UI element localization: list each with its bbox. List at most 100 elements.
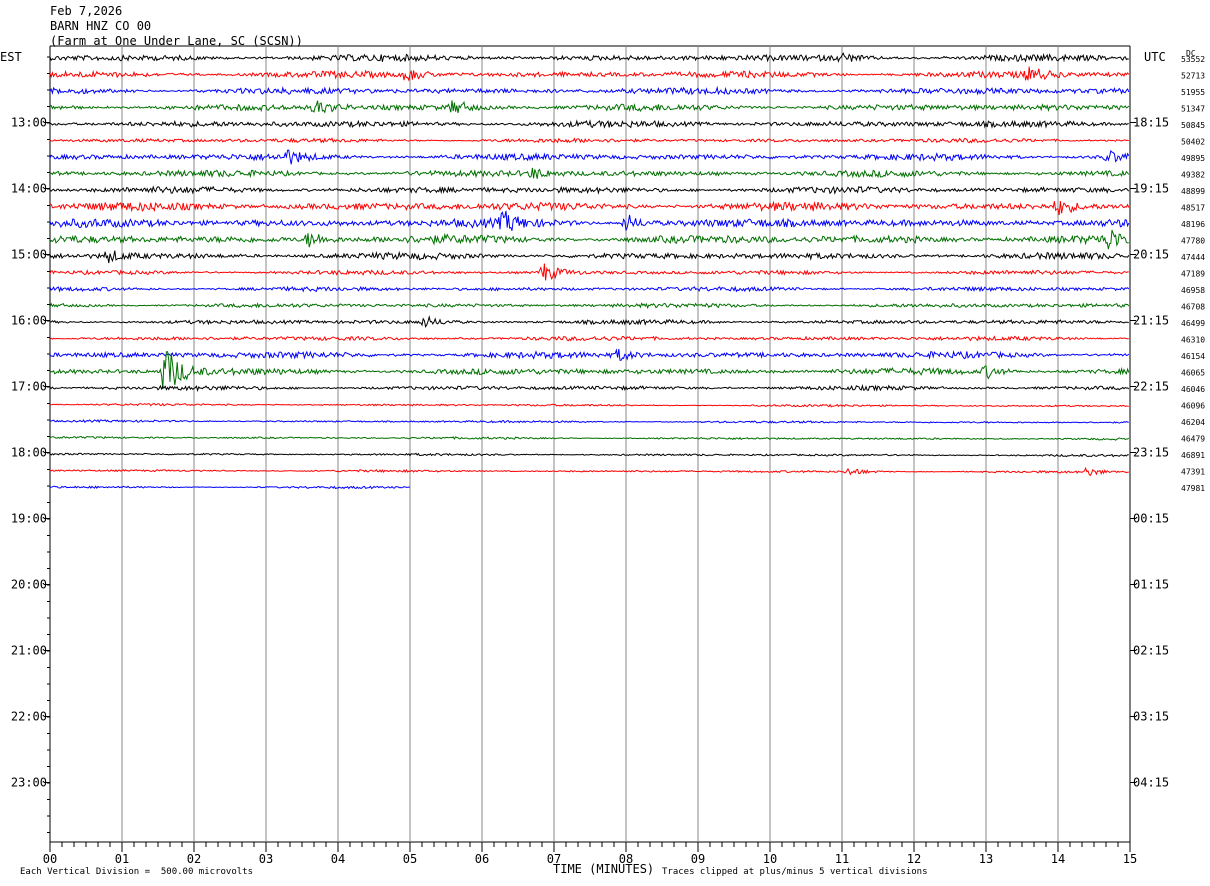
utc-hour-label: 23:15 — [1133, 446, 1169, 460]
utc-hour-label: 03:15 — [1133, 710, 1169, 724]
seismic-trace — [49, 402, 1129, 408]
seismic-trace — [49, 263, 1129, 281]
dc-value-label: 48196 — [1181, 220, 1205, 229]
dc-value-label: 46310 — [1181, 336, 1205, 345]
est-hour-label: 23:00 — [11, 776, 47, 790]
x-tick-label: 06 — [475, 852, 489, 866]
est-hour-label: 21:00 — [11, 644, 47, 658]
x-tick-label: 11 — [835, 852, 849, 866]
chart-title-date: Feb 7,2026 — [50, 4, 123, 18]
x-tick-label: 05 — [403, 852, 417, 866]
x-tick-label: 01 — [115, 852, 129, 866]
x-tick-label: 08 — [619, 852, 633, 866]
est-hour-label: 17:00 — [11, 380, 47, 394]
seismic-trace — [49, 119, 1129, 129]
seismic-trace — [49, 52, 1129, 63]
dc-value-label: 47444 — [1181, 253, 1205, 262]
dc-value-label: 46479 — [1181, 435, 1205, 444]
x-tick-label: 07 — [547, 852, 561, 866]
x-tick-label: 04 — [331, 852, 345, 866]
chart-title-station: BARN HNZ CO 00 — [50, 19, 152, 33]
dc-value-label: 46065 — [1181, 369, 1205, 378]
dc-value-label: 46958 — [1181, 286, 1205, 295]
seismic-trace — [49, 419, 1129, 424]
seismic-trace — [49, 485, 411, 490]
est-hour-label: 14:00 — [11, 182, 47, 196]
seismic-trace — [49, 348, 1130, 361]
dc-value-label: 50402 — [1181, 138, 1205, 147]
utc-hour-label: 02:15 — [1133, 644, 1169, 658]
seismic-trace — [49, 85, 1130, 96]
utc-hour-label: 22:15 — [1133, 380, 1169, 394]
utc-hour-label: 00:15 — [1133, 512, 1169, 526]
x-tick-label: 03 — [259, 852, 273, 866]
x-tick-label: 02 — [187, 852, 201, 866]
seismic-trace — [49, 200, 1130, 216]
x-tick-label: 13 — [979, 852, 993, 866]
utc-hour-label: 21:15 — [1133, 314, 1169, 328]
seismic-trace — [49, 167, 1130, 179]
dc-value-label: 52713 — [1181, 72, 1205, 81]
seismic-trace — [49, 466, 1129, 477]
dc-value-label: 53552 — [1181, 55, 1205, 64]
seismic-trace — [49, 435, 1130, 441]
dc-value-label: 47391 — [1181, 468, 1205, 477]
seismic-trace — [49, 66, 1130, 82]
seismic-trace — [49, 452, 1129, 458]
seismic-trace — [49, 137, 1129, 144]
seismic-trace — [49, 351, 1130, 390]
dc-value-label: 49382 — [1181, 171, 1205, 180]
dc-value-label: 46154 — [1181, 352, 1205, 361]
est-hour-label: 20:00 — [11, 578, 47, 592]
est-hour-label: 15:00 — [11, 248, 47, 262]
seismic-trace — [49, 250, 1130, 264]
est-hour-label: 16:00 — [11, 314, 47, 328]
dc-value-label: 47189 — [1181, 270, 1205, 279]
x-tick-label: 15 — [1123, 852, 1137, 866]
dc-value-label: 47981 — [1181, 484, 1205, 493]
seismic-trace — [49, 185, 1130, 195]
est-hour-label: 18:00 — [11, 446, 47, 460]
scale-note: Each Vertical Division = 500.00 microvol… — [20, 867, 253, 877]
est-hour-label: 19:00 — [11, 512, 47, 526]
x-tick-label: 00 — [43, 852, 57, 866]
dc-value-label: 46096 — [1181, 402, 1205, 411]
x-tick-label: 10 — [763, 852, 777, 866]
utc-axis-label: UTC — [1144, 50, 1166, 64]
dc-label: DC — [1186, 49, 1196, 58]
dc-value-label: 46708 — [1181, 303, 1205, 312]
seismic-trace — [49, 335, 1129, 342]
clip-note: Traces clipped at plus/minus 5 vertical … — [662, 867, 928, 877]
dc-value-label: 47780 — [1181, 237, 1205, 246]
seismic-trace — [49, 149, 1130, 165]
seismic-trace — [49, 285, 1130, 293]
utc-hour-label: 01:15 — [1133, 578, 1169, 592]
est-hour-label: 22:00 — [11, 710, 47, 724]
dc-value-label: 50845 — [1181, 121, 1205, 130]
seismic-trace — [49, 210, 1130, 231]
dc-value-label: 49895 — [1181, 154, 1205, 163]
dc-value-label: 51347 — [1181, 105, 1205, 114]
chart-title-location: (Farm at One Under Lane, SC (SCSN)) — [50, 34, 303, 48]
utc-hour-label: 20:15 — [1133, 248, 1169, 262]
dc-value-label: 51955 — [1181, 88, 1205, 97]
seismic-trace — [49, 229, 1129, 250]
utc-hour-label: 04:15 — [1133, 776, 1169, 790]
utc-hour-label: 18:15 — [1133, 116, 1169, 130]
dc-value-label: 48899 — [1181, 187, 1205, 196]
dc-value-label: 46046 — [1181, 385, 1205, 394]
est-hour-label: 13:00 — [11, 116, 47, 130]
utc-hour-label: 19:15 — [1133, 182, 1169, 196]
est-axis-label: EST — [0, 50, 22, 64]
x-tick-label: 09 — [691, 852, 705, 866]
x-tick-label: 12 — [907, 852, 921, 866]
seismic-trace — [49, 100, 1130, 114]
seismic-trace — [49, 302, 1130, 310]
dc-value-label: 48517 — [1181, 204, 1205, 213]
dc-value-label: 46891 — [1181, 451, 1205, 460]
x-tick-label: 14 — [1051, 852, 1065, 866]
dc-value-label: 46499 — [1181, 319, 1205, 328]
x-axis-title: TIME (MINUTES) — [553, 862, 655, 876]
seismic-trace — [49, 315, 1129, 329]
